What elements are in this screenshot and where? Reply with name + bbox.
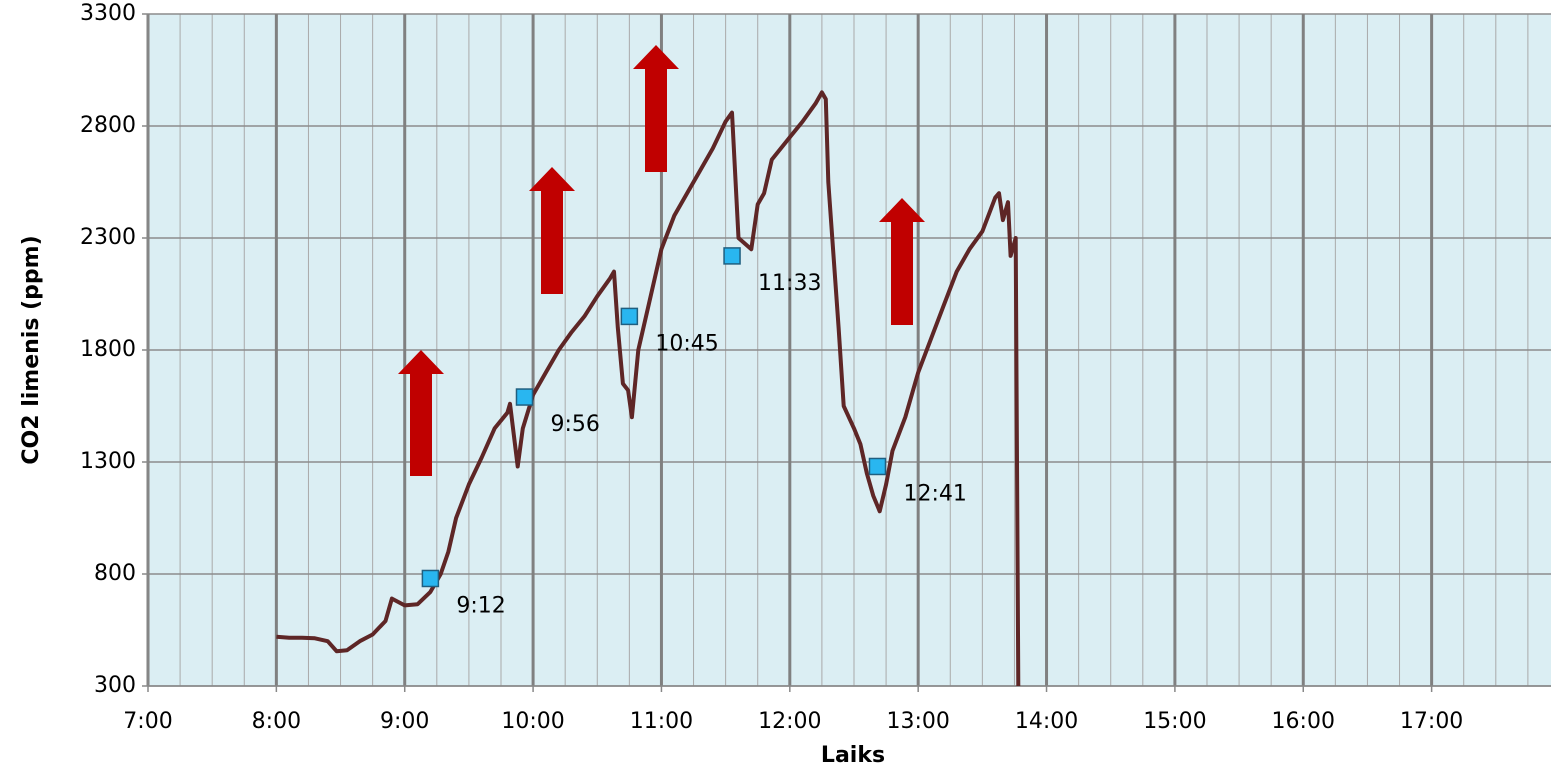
x-tick-label: 14:00 xyxy=(1015,709,1078,734)
marker xyxy=(723,247,741,265)
marker xyxy=(515,388,534,406)
y-tick-label: 1800 xyxy=(80,337,136,362)
x-tick-label: 9:00 xyxy=(380,709,429,734)
marker xyxy=(620,307,639,326)
marker xyxy=(868,457,887,476)
y-tick-label: 2300 xyxy=(80,225,136,250)
x-axis-title: Laiks xyxy=(821,743,885,768)
marker-label: 11:33 xyxy=(758,271,821,296)
x-tick-label: 8:00 xyxy=(252,709,301,734)
x-tick-label: 11:00 xyxy=(630,709,693,734)
x-tick-label: 13:00 xyxy=(886,709,949,734)
x-tick-label: 12:00 xyxy=(758,709,821,734)
arrow xyxy=(633,45,679,172)
marker-label: 12:41 xyxy=(903,481,966,506)
plot-area xyxy=(146,13,1551,687)
y-tick-label: 3300 xyxy=(80,1,136,26)
y-tick-label: 300 xyxy=(94,673,136,698)
y-tick-label: 2800 xyxy=(80,113,136,138)
y-tick-label: 1300 xyxy=(80,449,136,474)
y-tick-label: 800 xyxy=(94,561,136,586)
data-line xyxy=(276,90,1021,687)
y-axis-title: CO2 limenis (ppm) xyxy=(19,235,44,464)
arrow xyxy=(879,198,925,325)
x-tick-label: 17:00 xyxy=(1400,709,1463,734)
marker xyxy=(421,569,440,588)
x-tick-label: 7:00 xyxy=(123,709,172,734)
x-tick-label: 16:00 xyxy=(1272,709,1335,734)
marker-label: 9:56 xyxy=(550,412,599,437)
arrow xyxy=(398,350,444,476)
x-tick-label: 15:00 xyxy=(1143,709,1206,734)
marker-label: 9:12 xyxy=(456,593,505,618)
arrow xyxy=(529,167,575,294)
marker-label: 10:45 xyxy=(655,331,718,356)
x-tick-label: 10:00 xyxy=(501,709,564,734)
